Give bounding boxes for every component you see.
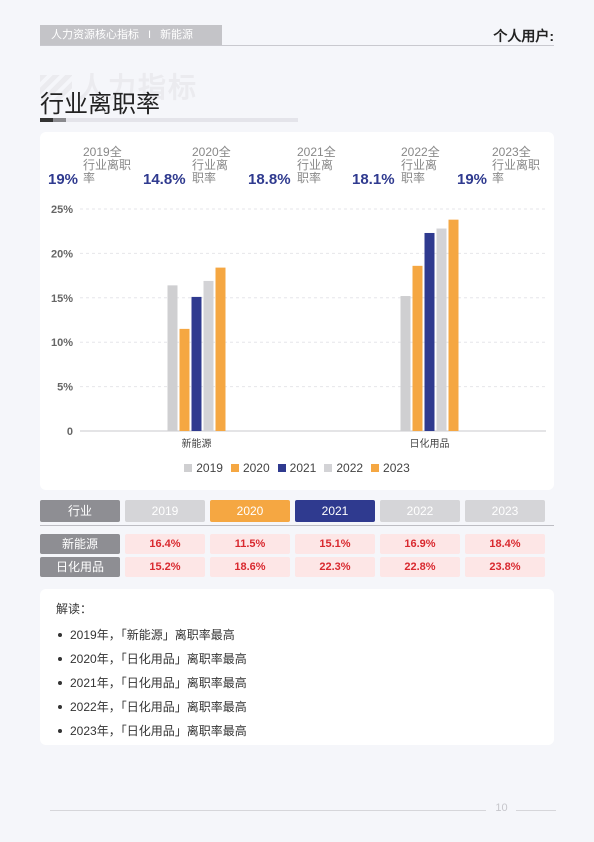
stat-2023: 19% 2023全行业离职率 — [457, 145, 557, 189]
stripes-icon — [40, 75, 72, 101]
bar-2020-0 — [179, 328, 190, 431]
y-tick-label: 10% — [51, 337, 73, 349]
legend-item: 2022 — [324, 461, 363, 475]
legend-swatch — [184, 464, 193, 472]
x-tick-label: 日化用品 — [410, 437, 450, 450]
report-name: 人力资源核心指标 — [51, 29, 139, 41]
table-body: 新能源 16.4% 11.5% 15.1% 16.9% 18.4% 日化用品 15.2% 18.… — [40, 534, 554, 577]
y-tick-label: 5% — [57, 382, 73, 394]
bar-chart: 0 5% 10% 15% 20% 25% 新能源 日化用品 — [51, 204, 546, 450]
rate-table: 行业 2019 2020 2021 2022 2023 新能源 16.4% 11.5% 15.… — [40, 500, 554, 580]
tag-separator: I — [148, 29, 152, 41]
x-tick-label: 新能源 — [182, 437, 212, 450]
stat-label: 2022全行业离职率 — [401, 145, 440, 185]
stat-label: 2019全行业离职率 — [83, 145, 132, 185]
stat-2021: 18.8% 2021全行业离职率 — [248, 145, 348, 189]
table-header: 行业 2019 2020 2021 2022 2023 — [40, 500, 554, 522]
bar-2021-1 — [424, 232, 435, 431]
y-tick-label: 20% — [51, 248, 73, 260]
header-divider — [40, 45, 554, 46]
legend-label: 2019 — [196, 461, 223, 475]
table-row: 日化用品 15.2% 18.6% 22.3% 22.8% 23.8% — [40, 557, 554, 577]
table-cell: 18.6% — [210, 557, 290, 577]
bar-2019-0 — [167, 285, 178, 431]
page-title: 行业离职率 — [40, 91, 160, 118]
stat-label: 2023全行业离职率 — [492, 145, 541, 185]
table-cell: 22.8% — [380, 557, 460, 577]
watermark: 人力指标 — [40, 66, 198, 106]
bar-2023-1 — [448, 219, 459, 431]
legend-swatch — [371, 464, 380, 472]
table-header-year: 2023 — [465, 500, 545, 522]
stat-value: 19% — [48, 171, 79, 188]
table-row: 新能源 16.4% 11.5% 15.1% 16.9% 18.4% — [40, 534, 554, 554]
table-header-year: 2020 — [210, 500, 290, 522]
note-item: 2019年，「新能源」离职率最高 — [56, 623, 538, 647]
table-cell: 22.3% — [295, 557, 375, 577]
stat-label: 2021全行业离职率 — [297, 145, 336, 185]
bar-2020-1 — [412, 265, 423, 431]
legend-item: 2023 — [371, 461, 410, 475]
legend-swatch — [277, 464, 286, 472]
stat-value: 14.8% — [143, 171, 186, 188]
table-cell: 16.4% — [125, 534, 205, 554]
y-tick-label: 25% — [51, 204, 73, 216]
y-tick-label: 0 — [67, 426, 73, 438]
note-item: 2021年，「日化用品」离职率最高 — [56, 671, 538, 695]
stat-value: 18.1% — [352, 171, 395, 188]
chart-card: 19% 2019全行业离职率 14.8% 2020全行业离职率 18.8% 20… — [40, 132, 554, 490]
row-industry: 新能源 — [40, 534, 120, 554]
note-item: 2020年，「日化用品」离职率最高 — [56, 647, 538, 671]
legend-label: 2020 — [242, 461, 270, 475]
table-header-year: 2019 — [125, 500, 205, 522]
footer-divider — [516, 810, 556, 811]
report-tag: 人力资源核心指标 I 新能源 — [40, 25, 222, 45]
bar-2021-0 — [191, 296, 202, 431]
table-cell: 23.8% — [465, 557, 545, 577]
stat-label: 2020全行业离职率 — [192, 145, 231, 185]
note-item: 2022年，「日化用品」离职率最高 — [56, 695, 538, 719]
industry-name: 新能源 — [160, 29, 194, 41]
legend-label: 2023 — [383, 461, 410, 475]
chart-legend: 2019 2020 2021 2022 2023 — [40, 461, 554, 475]
watermark-text: 人力指标 — [78, 72, 199, 103]
table-cell: 16.9% — [380, 534, 460, 554]
y-tick-label: 15% — [51, 293, 73, 305]
table-cell: 15.2% — [125, 557, 205, 577]
user-label: 个人用户: — [493, 28, 554, 44]
legend-label: 2021 — [289, 461, 317, 475]
stat-2020: 14.8% 2020全行业离职率 — [143, 145, 243, 189]
legend-item: 2021 — [277, 461, 317, 475]
table-cell: 11.5% — [210, 534, 290, 554]
row-industry: 日化用品 — [40, 557, 120, 577]
notes-title: 解读： — [56, 602, 93, 616]
stat-value: 19% — [457, 171, 488, 188]
stat-value: 18.8% — [248, 171, 291, 188]
title-underline — [40, 118, 298, 122]
legend-item: 2020 — [230, 461, 270, 475]
stat-2022: 18.1% 2022全行业离职率 — [352, 145, 452, 189]
table-header-year: 2021 — [295, 500, 375, 522]
legend-swatch — [230, 464, 239, 472]
stat-2019: 19% 2019全行业离职率 — [48, 145, 148, 189]
notes-card: 解读： 2019年，「新能源」离职率最高 2020年，「日化用品」离职率最高 202… — [40, 589, 554, 745]
notes-list: 2019年，「新能源」离职率最高 2020年，「日化用品」离职率最高 2021年，「… — [56, 623, 538, 743]
bar-2023-0 — [215, 267, 226, 431]
table-cell: 15.1% — [295, 534, 375, 554]
footer-divider — [50, 810, 486, 811]
table-header-year: 2022 — [380, 500, 460, 522]
note-item: 2023年，「日化用品」离职率最高 — [56, 719, 538, 743]
bar-2022-0 — [203, 280, 214, 431]
page-number: 10 — [495, 802, 508, 814]
legend-swatch — [324, 464, 333, 472]
table-header-industry: 行业 — [40, 500, 120, 522]
legend-label: 2022 — [336, 461, 364, 475]
table-cell: 18.4% — [465, 534, 545, 554]
table-divider — [40, 525, 554, 526]
bar-2022-1 — [436, 228, 447, 431]
legend-item: 2019 — [184, 461, 223, 475]
bar-2019-1 — [400, 296, 411, 431]
